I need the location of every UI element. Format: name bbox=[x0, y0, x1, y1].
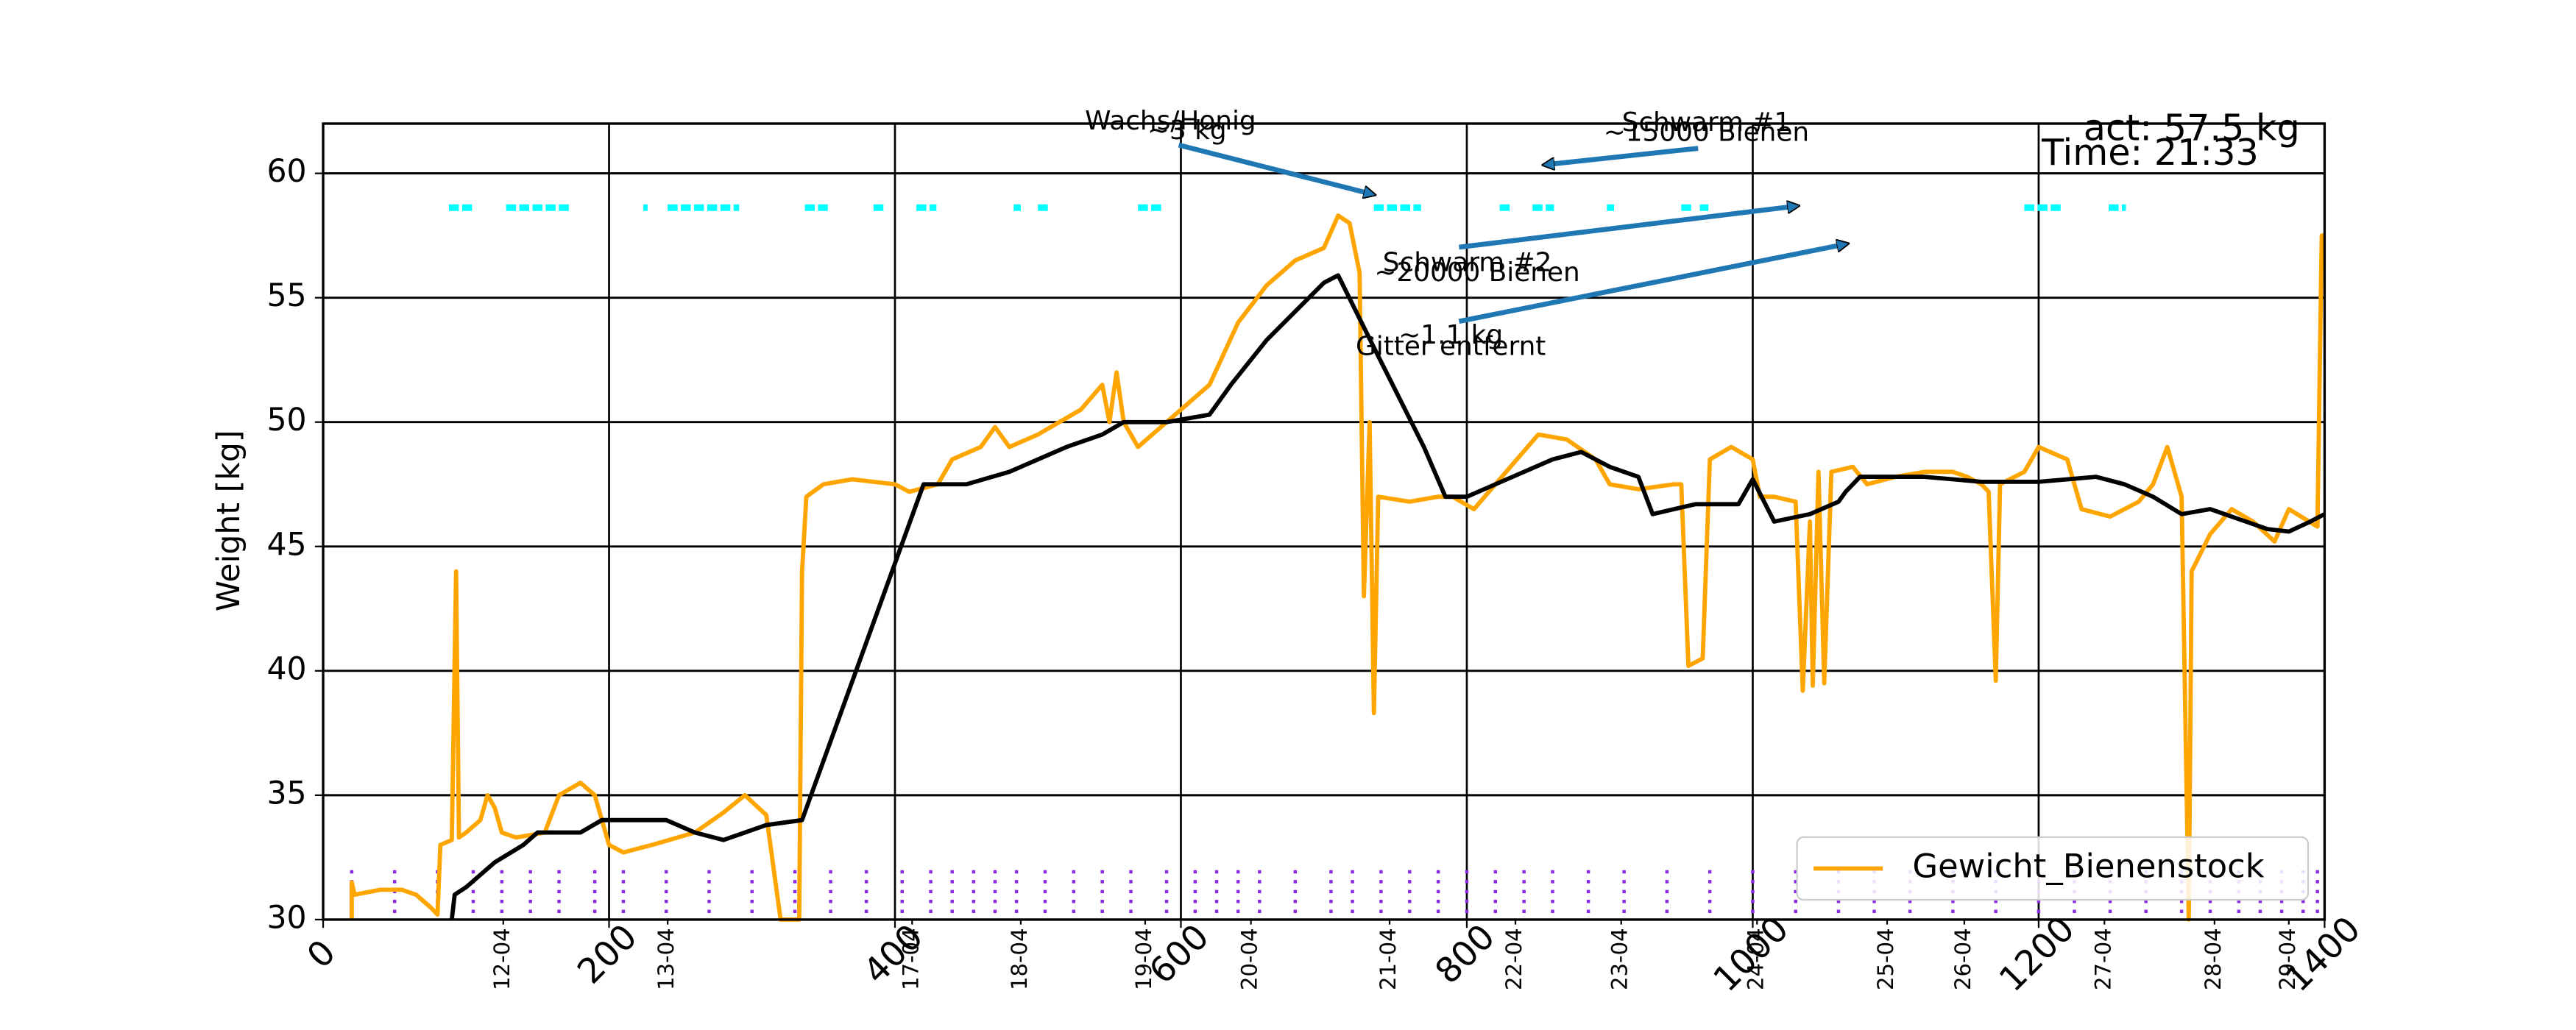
date-label: 22-04 bbox=[1501, 928, 1526, 990]
annotation: Gitter entfernt bbox=[1356, 332, 1546, 362]
legend-label: Gewicht_Bienenstock bbox=[1912, 846, 2264, 885]
annotation: Time: 21:33 bbox=[2041, 131, 2259, 174]
annotation: act: 57.5 kg bbox=[2084, 106, 2300, 149]
date-label: 28-04 bbox=[2201, 928, 2226, 990]
annotation: ~15000 Bienen bbox=[1604, 117, 1809, 147]
arrow bbox=[1178, 142, 1373, 194]
date-label: 18-04 bbox=[1007, 928, 1032, 990]
annotation-arrows bbox=[1178, 142, 1847, 324]
y-tick-label: 45 bbox=[266, 526, 306, 563]
arrow bbox=[1458, 244, 1846, 324]
annotation: ~20000 Bienen bbox=[1374, 258, 1579, 288]
y-tick-label: 40 bbox=[266, 650, 306, 687]
plot-frame bbox=[322, 122, 2326, 921]
data-line bbox=[349, 213, 2325, 922]
date-label: 12-04 bbox=[489, 928, 514, 990]
x-tick-label: 200 bbox=[570, 917, 645, 992]
date-label: 27-04 bbox=[2090, 928, 2115, 990]
data-line bbox=[449, 273, 2326, 920]
date-label: 20-04 bbox=[1237, 928, 1262, 990]
date-label: 25-04 bbox=[1873, 928, 1898, 990]
annotation: Schwarm #1 bbox=[1622, 107, 1791, 138]
y-tick-label: 55 bbox=[266, 277, 306, 314]
date-label: 24-04 bbox=[1743, 928, 1768, 990]
y-tick-label: 60 bbox=[266, 153, 306, 190]
legend-box bbox=[1796, 836, 2310, 901]
annotation: ~1.1 kg bbox=[1398, 320, 1503, 350]
arrow bbox=[1458, 206, 1797, 250]
y-tick-label: 50 bbox=[266, 402, 306, 438]
x-tick-label: 800 bbox=[1428, 917, 1503, 992]
date-label: 26-04 bbox=[1950, 928, 1975, 990]
arrow bbox=[1545, 146, 1699, 165]
date-label: 13-04 bbox=[654, 928, 679, 990]
date-label: 19-04 bbox=[1131, 928, 1156, 990]
x-tick-label: 1200 bbox=[1992, 909, 2083, 1000]
annotation: Wachs/Honig bbox=[1085, 106, 1256, 136]
date-label: 23-04 bbox=[1607, 928, 1632, 990]
y-tick-label: 30 bbox=[266, 899, 306, 936]
date-label: 29-04 bbox=[2275, 928, 2300, 990]
x-tick-label: 0 bbox=[300, 932, 344, 976]
annotation: Schwarm #2 bbox=[1383, 247, 1552, 277]
date-label: 17-04 bbox=[898, 928, 923, 990]
annotation: ~3 kg bbox=[1147, 116, 1227, 146]
date-label: 21-04 bbox=[1376, 928, 1401, 990]
y-axis-label: Weight [kg] bbox=[210, 430, 247, 612]
y-tick-label: 35 bbox=[266, 775, 306, 811]
